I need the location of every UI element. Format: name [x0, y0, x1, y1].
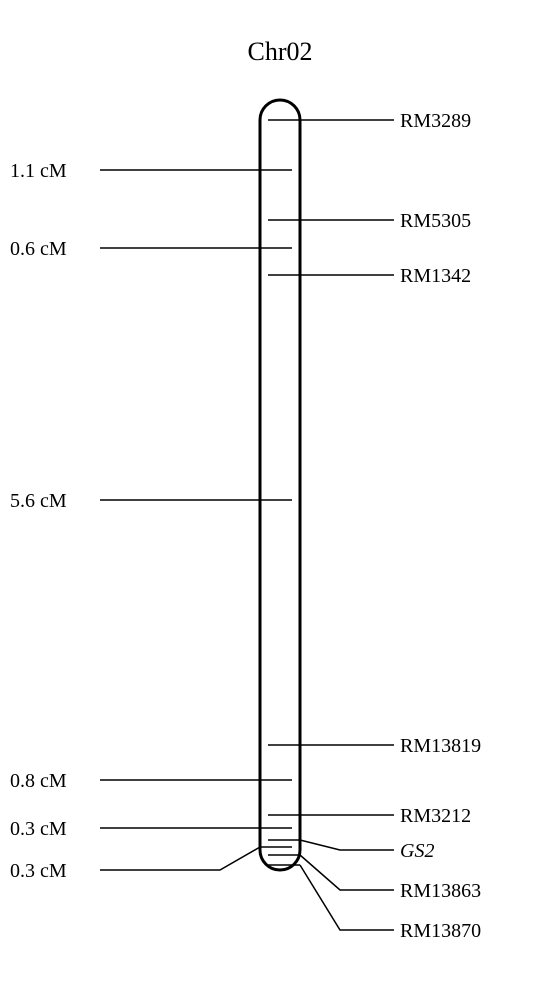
distance-label: 0.6 cM [10, 238, 67, 260]
marker-label: RM13870 [400, 920, 481, 942]
chromosome-body [260, 100, 300, 870]
marker-connector [300, 865, 394, 930]
marker-label: RM1342 [400, 265, 471, 287]
distance-label: 1.1 cM [10, 160, 67, 182]
marker-label: RM13863 [400, 880, 481, 902]
marker-label: RM5305 [400, 210, 471, 232]
marker-label: RM3212 [400, 805, 471, 827]
chromosome-title: Chr02 [248, 37, 313, 66]
distance-label: 5.6 cM [10, 490, 67, 512]
chromosome-map: Chr02 RM3289 RM5305 RM1342 RM13819 RM3212 GS2 R… [0, 0, 555, 1000]
distance-label: 0.3 cM [10, 860, 67, 882]
marker-label: GS2 [400, 840, 434, 862]
distance-label: 0.8 cM [10, 770, 67, 792]
marker-connector [300, 855, 394, 890]
marker-label: RM13819 [400, 735, 481, 757]
marker-label: RM3289 [400, 110, 471, 132]
distance-label: 0.3 cM [10, 818, 67, 840]
marker-connector [300, 840, 394, 850]
distance-connector [100, 847, 260, 870]
